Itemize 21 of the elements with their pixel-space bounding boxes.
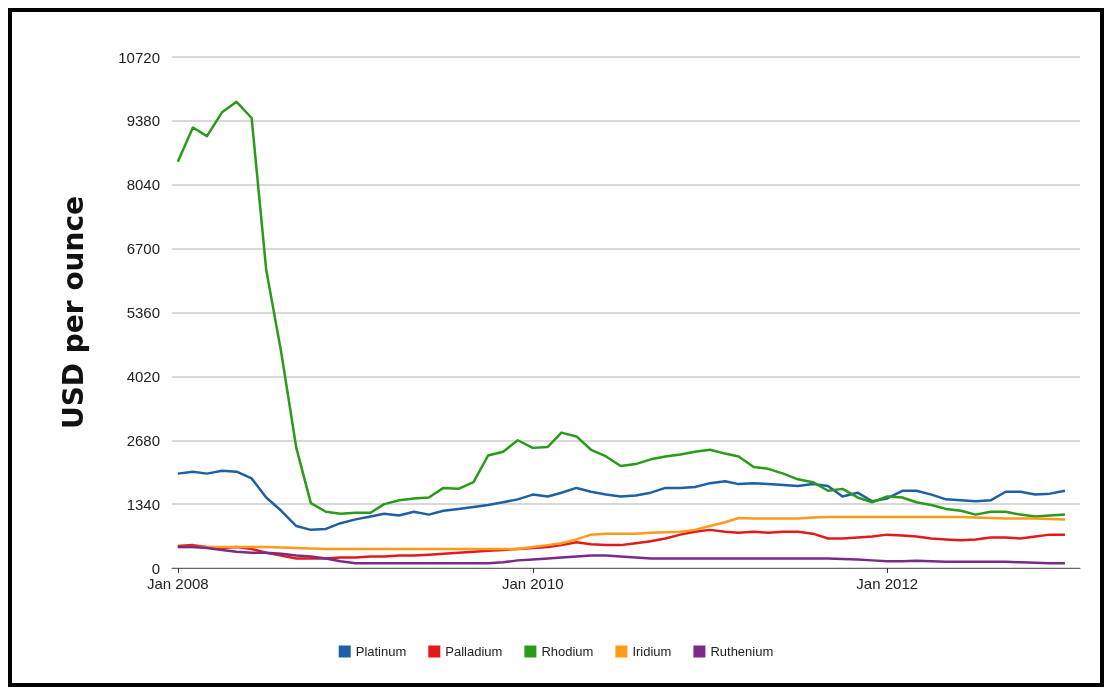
- line-series: [176, 100, 1067, 518]
- x-tick-label: Jan 2010: [501, 575, 564, 592]
- y-tick-label: 8040: [126, 176, 160, 194]
- legend-label: Iridium: [632, 644, 672, 659]
- x-tick-label: Jan 2008: [146, 575, 209, 592]
- y-tick-label: 10720: [118, 48, 160, 66]
- line-series: [176, 545, 1067, 565]
- legend-label: Platinum: [355, 644, 407, 659]
- y-tick-label: 9380: [126, 112, 160, 130]
- y-tick-label: 0: [151, 559, 160, 577]
- legend-label: Palladium: [445, 644, 503, 659]
- y-axis-title: USD per ounce: [56, 195, 90, 430]
- x-tick-label: Jan 2012: [856, 575, 919, 592]
- y-tick-label: 1340: [126, 495, 160, 513]
- line-series: [176, 469, 1067, 532]
- legend-label: Ruthenium: [710, 644, 774, 659]
- legend-label: Rhodium: [541, 644, 594, 659]
- y-tick-label: 6700: [126, 240, 160, 258]
- y-tick-label: 4020: [126, 367, 160, 385]
- y-tick-label: 5360: [126, 304, 160, 321]
- y-tick-label: 2680: [126, 431, 160, 449]
